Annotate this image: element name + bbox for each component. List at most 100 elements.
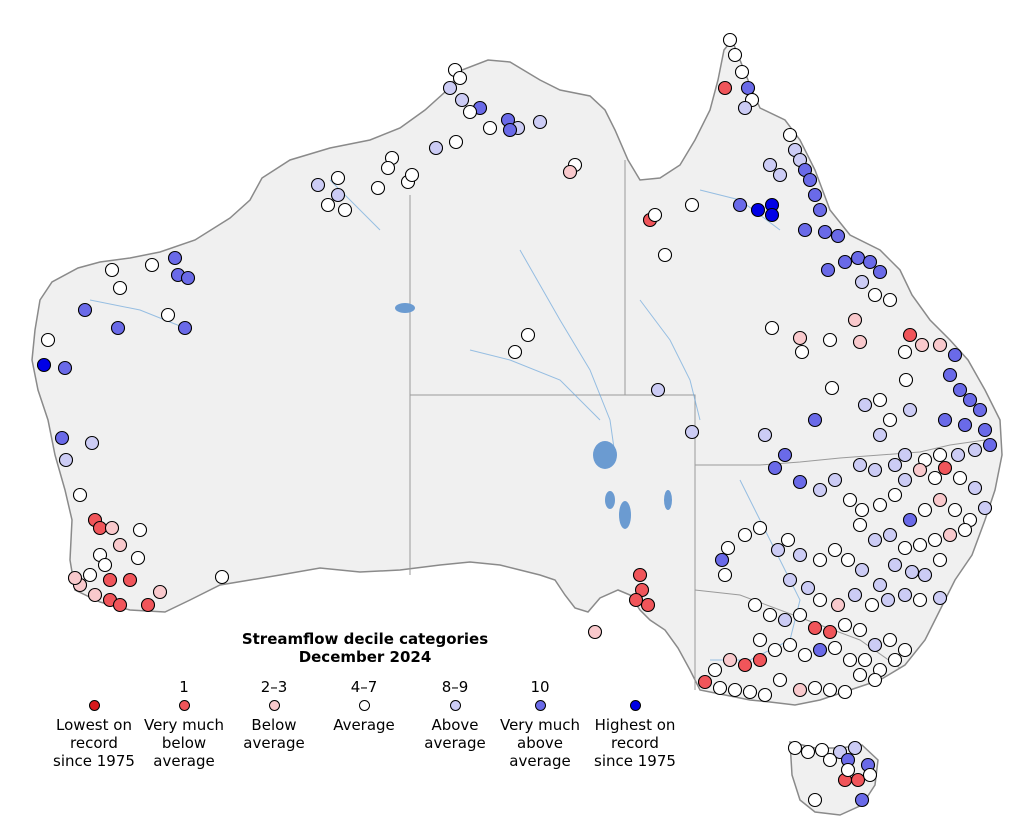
station-marker-above (58, 452, 74, 468)
legend-range (587, 678, 683, 696)
station-marker-above (967, 480, 983, 496)
station-marker-average (852, 622, 868, 638)
station-marker-very-much-above (740, 80, 756, 96)
station-marker-above (800, 580, 816, 596)
sa-qld-border (625, 394, 696, 465)
station-marker-average (370, 180, 386, 196)
station-marker-average (787, 740, 803, 756)
station-marker-average (734, 64, 750, 80)
station-marker-average (917, 502, 933, 518)
station-marker-very-much-below (752, 652, 768, 668)
station-marker-average (657, 247, 673, 263)
station-marker-very-much-above (854, 792, 870, 808)
station-marker-below (792, 330, 808, 346)
station-marker-above (932, 590, 948, 606)
station-marker-above (867, 532, 883, 548)
station-marker-average (520, 327, 536, 343)
station-marker-above (854, 562, 870, 578)
station-marker-average (842, 652, 858, 668)
station-marker-average (862, 767, 878, 783)
legend-range: 1 (179, 678, 189, 696)
station-marker-average (897, 642, 913, 658)
station-marker-above (770, 542, 786, 558)
station-marker-average (764, 320, 780, 336)
station-marker-above (442, 80, 458, 96)
legend-label: Above average (424, 716, 486, 752)
station-marker-very-much-above (180, 270, 196, 286)
station-marker-above (887, 557, 903, 573)
station-marker-above (854, 274, 870, 290)
station-marker-average (824, 380, 840, 396)
legend-item-above: 8–9 Above average (407, 678, 503, 752)
station-marker-very-much-above (714, 552, 730, 568)
station-marker-average (882, 412, 898, 428)
station-marker-average (854, 502, 870, 518)
station-marker-above (762, 157, 778, 173)
station-marker-average (97, 557, 113, 573)
station-marker-average (812, 552, 828, 568)
legend-item-highest: Highest on record since 1975 (587, 678, 683, 770)
station-marker-average (837, 684, 853, 700)
station-marker-average (852, 517, 868, 533)
station-marker-very-much-below (92, 520, 108, 536)
legend-item-below: 2–3 Below average (226, 678, 322, 752)
station-marker-very-much-below (632, 567, 648, 583)
station-marker-above (897, 447, 913, 463)
station-marker-average (752, 520, 768, 536)
station-marker-average (882, 292, 898, 308)
legend-subtitle: December 2024 (298, 648, 432, 666)
station-marker-above (782, 572, 798, 588)
station-marker-above (812, 482, 828, 498)
legend-dot-very-much-above (534, 699, 546, 711)
station-marker-average (482, 120, 498, 136)
station-marker-very-much-above (767, 460, 783, 476)
station-marker-very-much-above (807, 412, 823, 428)
station-marker-average (712, 680, 728, 696)
station-marker-very-much-above (937, 412, 953, 428)
station-marker-very-much-below (807, 620, 823, 636)
station-marker-average (912, 592, 928, 608)
station-marker-very-much-above (982, 437, 998, 453)
station-marker-above (827, 472, 843, 488)
legend-dot-lowest (88, 699, 100, 711)
station-marker-average (130, 550, 146, 566)
station-marker-average (684, 197, 700, 213)
station-marker-average (767, 642, 783, 658)
station-marker-above (310, 177, 326, 193)
station-marker-very-much-above (850, 250, 866, 266)
legend-item-average: 4–7 Average (316, 678, 412, 734)
station-marker-very-much-above (792, 474, 808, 490)
station-marker-average (752, 632, 768, 648)
station-marker-average (737, 527, 753, 543)
station-marker-very-much-above (862, 254, 878, 270)
station-marker-below (932, 492, 948, 508)
station-marker-average (742, 684, 758, 700)
station-marker-below (722, 652, 738, 668)
station-marker-above (857, 397, 873, 413)
legend-dot-average (358, 699, 370, 711)
station-marker-very-much-above (942, 367, 958, 383)
station-marker-very-much-below (850, 772, 866, 788)
station-marker-below (562, 164, 578, 180)
legend-range: 4–7 (350, 678, 378, 696)
legend-item-very-much-below: 1 Very much below average (136, 678, 232, 770)
station-marker-average (857, 652, 873, 668)
station-marker-average (132, 522, 148, 538)
station-marker-very-much-below (717, 80, 733, 96)
legend-label: Highest on record since 1975 (594, 716, 676, 770)
station-marker-very-much-above (177, 320, 193, 336)
station-marker-average (720, 540, 736, 556)
station-marker-below (104, 520, 120, 536)
station-marker-average (144, 257, 160, 273)
station-marker-average (867, 287, 883, 303)
station-marker-average (800, 744, 816, 760)
station-marker-very-much-above (977, 422, 993, 438)
station-marker-above (880, 592, 896, 608)
station-marker-very-much-above (957, 417, 973, 433)
station-markers (36, 32, 998, 808)
lake-mackay (395, 303, 415, 313)
legend-range: 10 (530, 678, 550, 696)
legend-label: Very much below average (143, 716, 224, 770)
station-marker-average (840, 762, 856, 778)
station-marker-average (912, 537, 928, 553)
